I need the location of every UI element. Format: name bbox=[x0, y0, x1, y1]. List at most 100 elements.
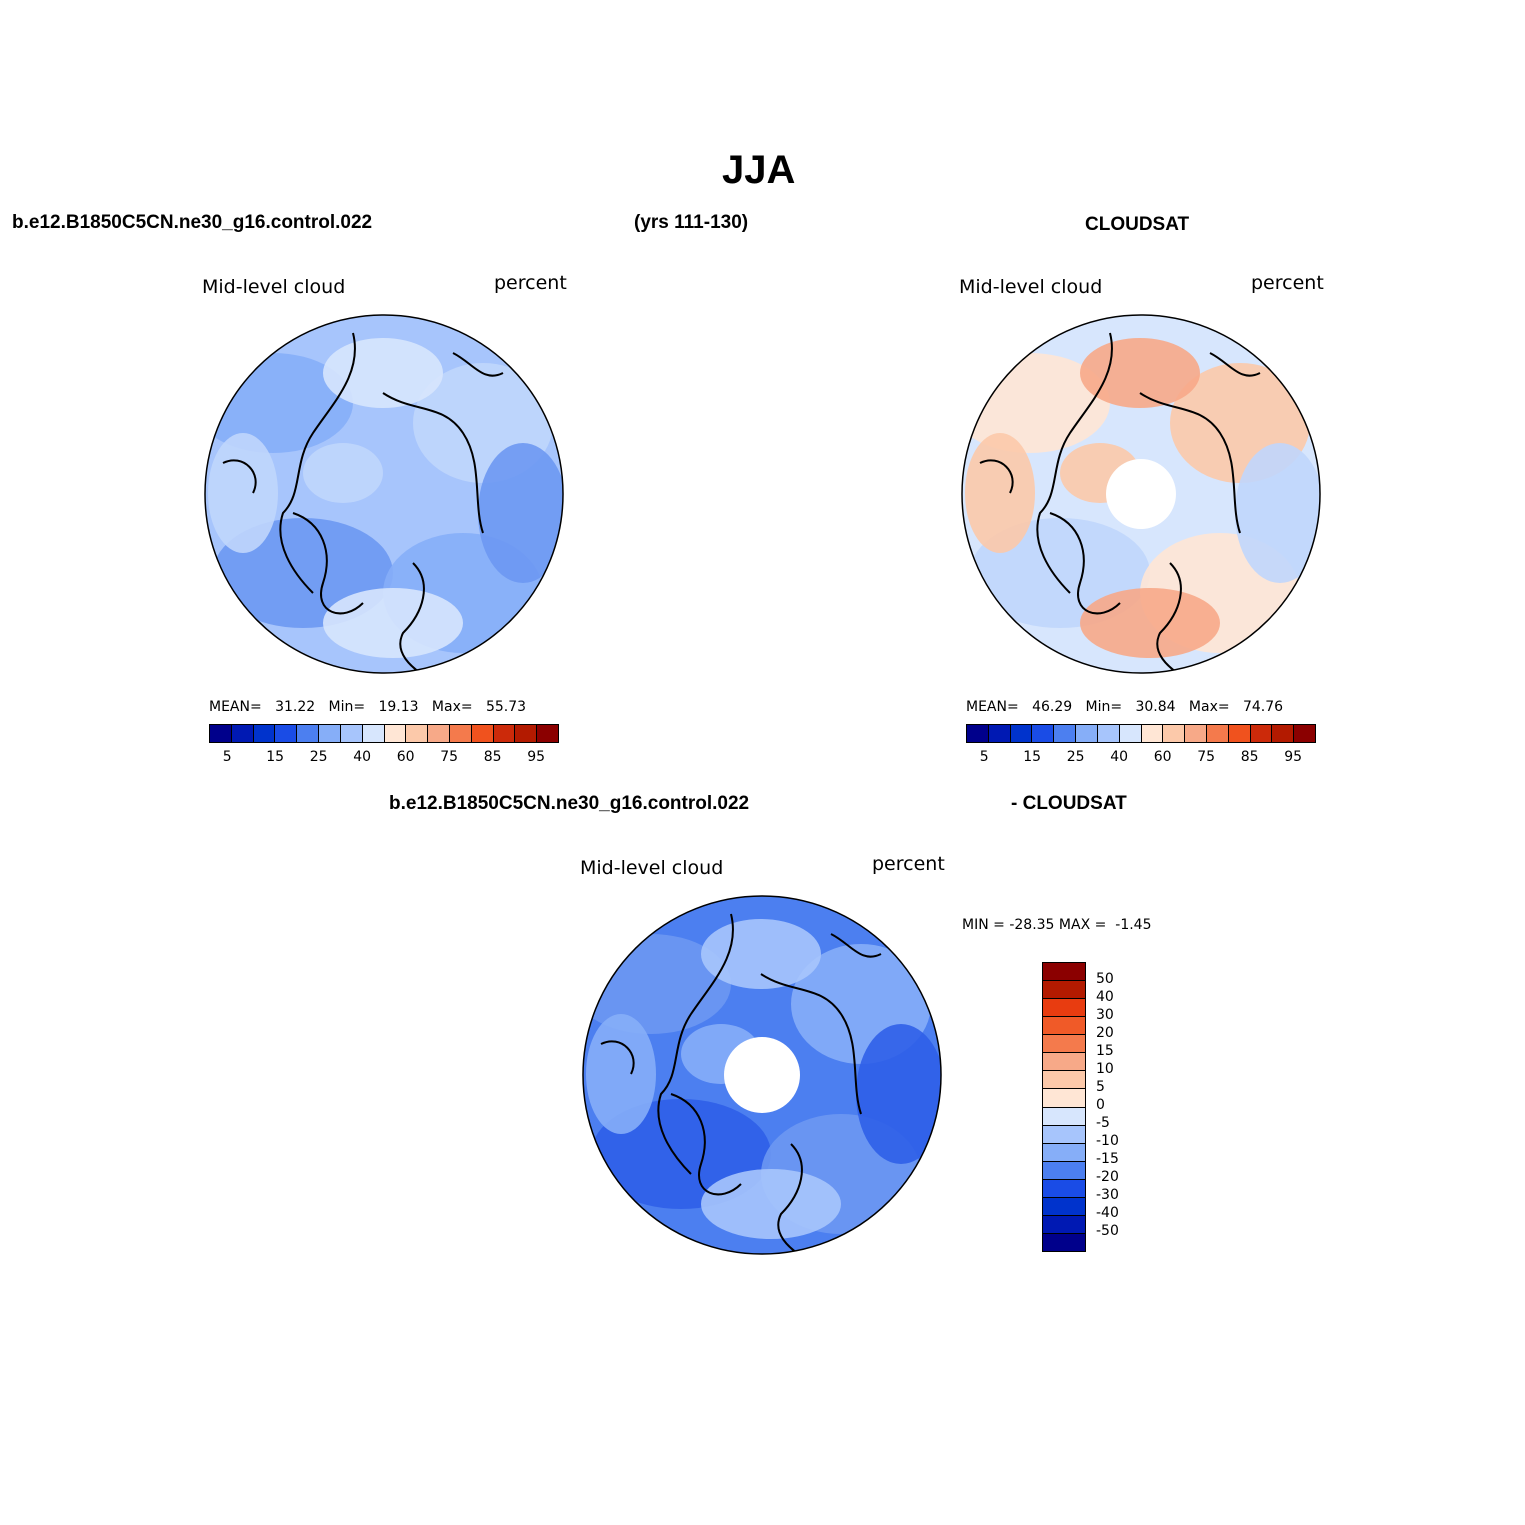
panel3-max-label: MAX = bbox=[1058, 917, 1107, 933]
panel2-colorbar-labels: 5 15 25 40 60 75 85 95 bbox=[966, 749, 1314, 767]
colorbar-tick-label: 95 bbox=[1284, 749, 1303, 765]
colorbar-swatch bbox=[1163, 725, 1186, 742]
colorbar-swatch bbox=[1272, 725, 1295, 742]
colorbar-swatch bbox=[1043, 1071, 1085, 1090]
colorbar-swatch bbox=[1043, 999, 1085, 1018]
colorbar-tick-label: 85 bbox=[483, 749, 502, 765]
panel1-max: 55.73 bbox=[485, 699, 527, 715]
panel2-polar-map bbox=[961, 314, 1321, 674]
colorbar-tick-label: 10 bbox=[1096, 1061, 1114, 1077]
colorbar-swatch bbox=[988, 725, 1011, 742]
panel3-units: percent bbox=[872, 853, 945, 875]
panel3-stats: MIN = -28.35 MAX = -1.45 bbox=[962, 917, 1152, 933]
panel1-mean-label: MEAN= bbox=[209, 699, 262, 715]
colorbar-swatch bbox=[1043, 963, 1085, 982]
case-name: b.e12.B1850C5CN.ne30_g16.control.022 bbox=[12, 212, 373, 233]
colorbar-swatch bbox=[1010, 725, 1033, 742]
colorbar-tick-label: 25 bbox=[1066, 749, 1085, 765]
colorbar-swatch bbox=[449, 725, 472, 742]
colorbar-swatch bbox=[319, 725, 341, 742]
colorbar-tick-label: 15 bbox=[1096, 1043, 1114, 1059]
panel3-max: -1.45 bbox=[1115, 917, 1152, 933]
colorbar-swatch bbox=[253, 725, 276, 742]
panel1-mean: 31.22 bbox=[275, 699, 316, 715]
colorbar-swatch bbox=[210, 725, 232, 742]
colorbar-swatch bbox=[1043, 1143, 1085, 1162]
colorbar-tick-label: 5 bbox=[979, 749, 989, 765]
panel1-units: percent bbox=[494, 272, 567, 294]
colorbar-swatch bbox=[1043, 1089, 1085, 1108]
colorbar-tick-label: 5 bbox=[222, 749, 232, 765]
colorbar-swatch bbox=[1250, 725, 1273, 742]
colorbar-swatch bbox=[340, 725, 363, 742]
panel3-variable: Mid-level cloud bbox=[580, 857, 724, 879]
years-label: (yrs 111-130) bbox=[634, 212, 749, 233]
panel1-min-label: Min= bbox=[328, 699, 366, 715]
colorbar-tick-label: -50 bbox=[1096, 1223, 1119, 1239]
colorbar-swatch bbox=[275, 725, 298, 742]
colorbar-swatch bbox=[406, 725, 429, 742]
colorbar-tick-label: 75 bbox=[1197, 749, 1216, 765]
colorbar-tick-label: 15 bbox=[266, 749, 285, 765]
colorbar-swatch bbox=[1119, 725, 1142, 742]
colorbar-tick-label: 85 bbox=[1240, 749, 1259, 765]
colorbar-tick-label: 60 bbox=[1153, 749, 1172, 765]
colorbar-tick-label: 30 bbox=[1096, 1007, 1114, 1023]
colorbar-swatch bbox=[1043, 1107, 1085, 1126]
panel2-units: percent bbox=[1251, 272, 1324, 294]
colorbar-swatch bbox=[1228, 725, 1251, 742]
panel1-colorbar bbox=[209, 724, 559, 743]
colorbar-tick-label: 25 bbox=[309, 749, 328, 765]
colorbar-swatch bbox=[493, 725, 516, 742]
colorbar-swatch bbox=[967, 725, 989, 742]
panel1-colorbar-labels: 5 15 25 40 60 75 85 95 bbox=[209, 749, 557, 767]
colorbar-tick-label: -5 bbox=[1096, 1115, 1110, 1131]
colorbar-tick-label: 40 bbox=[1096, 989, 1114, 1005]
colorbar-tick-label: 60 bbox=[396, 749, 415, 765]
diff-obs-name: - CLOUDSAT bbox=[1011, 793, 1127, 814]
colorbar-swatch bbox=[297, 725, 320, 742]
colorbar-tick-label: 40 bbox=[1110, 749, 1129, 765]
colorbar-tick-label: -20 bbox=[1096, 1169, 1119, 1185]
colorbar-swatch bbox=[1141, 725, 1164, 742]
colorbar-tick-label: 5 bbox=[1096, 1079, 1105, 1095]
colorbar-swatch bbox=[537, 725, 558, 742]
panel2-mean: 46.29 bbox=[1032, 699, 1073, 715]
colorbar-tick-label: 15 bbox=[1023, 749, 1042, 765]
panel2-min: 30.84 bbox=[1135, 699, 1176, 715]
panel2-stats: MEAN= 46.29 Min= 30.84 Max= 74.76 bbox=[966, 699, 1283, 715]
panel1-variable: Mid-level cloud bbox=[202, 276, 346, 298]
colorbar-swatch bbox=[231, 725, 254, 742]
colorbar-swatch bbox=[1206, 725, 1229, 742]
colorbar-tick-label: 50 bbox=[1096, 971, 1114, 987]
colorbar-swatch bbox=[1043, 1161, 1085, 1180]
panel2-max-label: Max= bbox=[1188, 699, 1230, 715]
page-title: JJA bbox=[722, 148, 796, 192]
colorbar-tick-label: -30 bbox=[1096, 1187, 1119, 1203]
colorbar-swatch bbox=[428, 725, 450, 742]
panel3-polar-map bbox=[582, 895, 942, 1255]
panel2-colorbar bbox=[966, 724, 1316, 743]
colorbar-swatch bbox=[515, 725, 538, 742]
panel2-min-label: Min= bbox=[1085, 699, 1123, 715]
colorbar-tick-label: -15 bbox=[1096, 1151, 1119, 1167]
colorbar-swatch bbox=[1032, 725, 1055, 742]
colorbar-swatch bbox=[1043, 1233, 1085, 1251]
colorbar-swatch bbox=[1294, 725, 1315, 742]
colorbar-swatch bbox=[1043, 1053, 1085, 1072]
colorbar-tick-label: -10 bbox=[1096, 1133, 1119, 1149]
colorbar-swatch bbox=[1043, 1179, 1085, 1198]
colorbar-tick-label: 75 bbox=[440, 749, 459, 765]
colorbar-swatch bbox=[1043, 981, 1085, 1000]
panel3-min: -28.35 bbox=[1009, 917, 1055, 933]
colorbar-swatch bbox=[1043, 1125, 1085, 1144]
colorbar-swatch bbox=[1043, 1197, 1085, 1216]
colorbar-swatch bbox=[384, 725, 407, 742]
panel1-min: 19.13 bbox=[378, 699, 419, 715]
colorbar-tick-label: 0 bbox=[1096, 1097, 1105, 1113]
colorbar-swatch bbox=[1076, 725, 1098, 742]
panel1-polar-map bbox=[204, 314, 564, 674]
colorbar-tick-label: 20 bbox=[1096, 1025, 1114, 1041]
panel1-max-label: Max= bbox=[431, 699, 473, 715]
panel3-colorbar-labels: 50 40 30 20 15 10 5 0 -5 -10 -15 -20 -30 -40 -50 bbox=[1096, 962, 1156, 1250]
